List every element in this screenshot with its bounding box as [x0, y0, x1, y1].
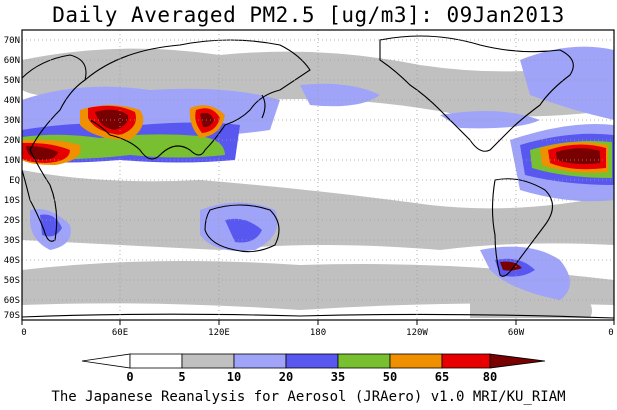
coastline-europe-africa — [22, 54, 87, 242]
colorbar-right-arrow — [489, 353, 546, 369]
colorbar-segment — [389, 353, 443, 369]
lat-label: 30N — [4, 116, 20, 126]
colorbar-tick-label: 10 — [227, 370, 241, 384]
coastline-north-america — [379, 35, 574, 152]
colorbar-segment — [441, 353, 491, 369]
lat-label: 30S — [4, 236, 20, 246]
colorbar-tick-label: 5 — [178, 370, 185, 384]
lat-label: 20S — [4, 216, 20, 226]
lon-label: 120E — [208, 328, 230, 338]
concentration-region-above-80 — [26, 146, 58, 160]
colorbar-tick-label: 0 — [126, 370, 133, 384]
map-title: Daily Averaged PM2.5 [ug/m3]: 09Jan2013 — [52, 3, 565, 27]
lat-label: 10N — [4, 156, 20, 166]
colorbar-tick-label: 50 — [383, 370, 397, 384]
lat-label: 50S — [4, 276, 20, 286]
concentration-region-10-20 — [520, 46, 614, 120]
coastline-south-america — [491, 178, 554, 277]
lat-label: 20N — [4, 136, 20, 146]
colorbar-ticks: 0 5 10 20 35 50 65 80 — [126, 370, 497, 384]
concentration-region-10-20 — [300, 83, 380, 107]
colorbar-left-arrow — [81, 353, 131, 369]
lat-label: 60S — [4, 296, 20, 306]
colorbar — [81, 353, 546, 369]
colorbar-tick-label: 65 — [435, 370, 449, 384]
colorbar-segment — [181, 353, 235, 369]
lat-label: 50N — [4, 76, 20, 86]
lat-label: 70S — [4, 311, 20, 321]
coastline-japan — [261, 94, 266, 119]
lat-label: 10S — [4, 196, 20, 206]
lat-label: 60N — [4, 56, 20, 66]
colorbar-segment — [129, 353, 183, 369]
colorbar-segment — [233, 353, 287, 369]
lat-label: 40S — [4, 256, 20, 266]
lon-label: 120W — [406, 328, 428, 338]
lon-label: 0 — [21, 328, 26, 338]
lat-label: 70N — [4, 36, 20, 46]
graticule — [22, 30, 614, 320]
colorbar-segment — [285, 353, 339, 369]
colorbar-segment — [337, 353, 391, 369]
coastlines — [22, 35, 614, 319]
colorbar-tick-label: 80 — [483, 370, 497, 384]
coastline-australia — [204, 204, 280, 253]
lat-label: EQ — [9, 176, 20, 186]
colorbar-tick-label: 20 — [279, 370, 293, 384]
data-source-credit: The Japanese Reanalysis for Aerosol (JRA… — [51, 389, 566, 405]
colorbar-tick-label: 35 — [331, 370, 345, 384]
lat-label: 40N — [4, 96, 20, 106]
longitude-ticks — [21, 320, 615, 325]
coastline-asia — [84, 39, 311, 160]
longitude-axis: 0 60E 120E 180 120W 60W 0 — [21, 328, 613, 338]
lon-label: 0 — [608, 328, 613, 338]
concentration-region-5-10 — [22, 261, 614, 310]
concentration-region-20-35 — [225, 218, 262, 243]
lon-label: 60E — [112, 328, 128, 338]
lon-label: 60W — [508, 328, 525, 338]
coastline-antarctica — [22, 313, 614, 319]
latitude-axis: 70N 60N 50N 40N 30N 20N 10N EQ 10S 20S 3… — [4, 36, 20, 321]
lon-label: 180 — [310, 328, 326, 338]
